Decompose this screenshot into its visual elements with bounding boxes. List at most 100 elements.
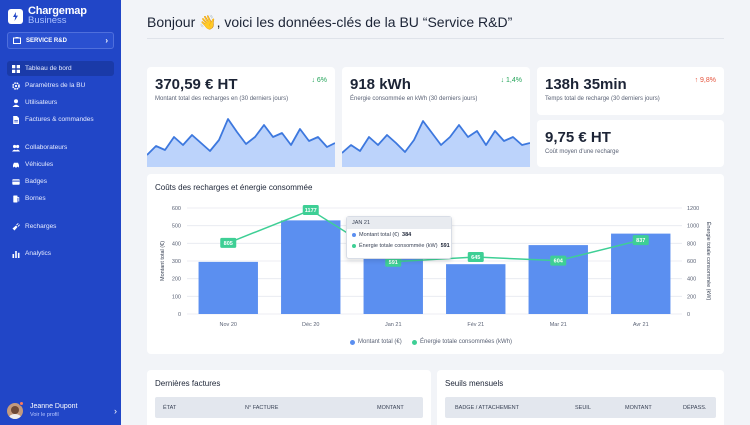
chevron-right-icon: › — [114, 406, 117, 416]
column-header[interactable]: MONTANT — [625, 405, 652, 411]
kpi-label: Montant total des recharges en (30 derni… — [155, 96, 289, 102]
nav-item-bu-settings[interactable]: Paramètres de la BU — [7, 78, 114, 93]
bu-selector[interactable]: SERVICE R&D › — [7, 32, 114, 49]
tooltip-label: Montant total (€) — [359, 231, 400, 238]
column-header[interactable]: N° FACTURE — [245, 405, 279, 411]
nav-item-users[interactable]: Utilisateurs — [7, 95, 114, 110]
column-header[interactable]: DÉPASS. — [683, 405, 707, 411]
kpi-card-energy: 918 kWh Énergie consommée en kWh (30 der… — [342, 67, 530, 167]
y2-tick-label: 400 — [687, 277, 696, 283]
series-dot — [352, 232, 356, 237]
logo-name: Chargemap — [28, 5, 87, 17]
data-label: 805 — [224, 241, 233, 247]
data-label: 1177 — [305, 208, 317, 214]
y-tick-label: 300 — [172, 259, 181, 265]
chevron-right-icon: › — [105, 36, 108, 45]
bar — [198, 261, 258, 314]
nav-item-label: Utilisateurs — [25, 99, 58, 106]
kpi-value: 138h 35min — [545, 76, 627, 93]
view-profile-link[interactable]: Voir le profil — [30, 412, 59, 418]
nav-item-label: Badges — [25, 178, 48, 185]
nav-item-label: Véhicules — [25, 161, 54, 168]
tooltip-row-amount: Montant total (€) 384 — [347, 229, 451, 240]
legend-item-energy[interactable]: Énergie totale consommées (kWh) — [412, 339, 512, 345]
nav-item-badges[interactable]: Badges — [7, 174, 114, 189]
x-tick-label: Déc 20 — [302, 322, 319, 328]
sparkline-energy — [342, 120, 530, 167]
chargemap-logo[interactable]: Chargemap Business — [8, 6, 87, 26]
thresholds-title: Seuils mensuels — [445, 379, 504, 388]
nav-item-invoices[interactable]: Factures & commandes — [7, 112, 114, 127]
bar — [281, 220, 341, 314]
x-tick-label: Fév 21 — [467, 322, 484, 328]
legend-dot — [350, 339, 355, 345]
building-icon — [13, 37, 21, 44]
bar — [446, 264, 506, 314]
nav-item-analytics[interactable]: Analytics — [7, 246, 114, 261]
document-icon — [13, 115, 19, 124]
nav-item-collaborators[interactable]: Collaborateurs — [7, 140, 114, 155]
trend-indicator: ↑ 9,8% — [694, 77, 716, 84]
nav-item-chargers[interactable]: Bornes — [7, 191, 114, 206]
data-label: 837 — [636, 238, 645, 244]
y-tick-label: 200 — [172, 277, 181, 283]
user-profile[interactable]: Jeanne Dupont Voir le profil › — [7, 400, 117, 422]
data-label-bg — [385, 256, 402, 267]
bar-chart-icon — [12, 250, 20, 258]
divider — [147, 38, 724, 39]
data-label-bg — [220, 237, 237, 248]
kpi-card-charge-amount: 370,59 € HT Montant total des recharges … — [147, 67, 335, 167]
invoices-table-header: ÉTAT N° FACTURE MONTANT — [155, 397, 423, 418]
gear-icon — [12, 81, 20, 90]
tooltip-value: 591 — [440, 242, 450, 249]
nav-item-label: Tableau de bord — [25, 65, 72, 72]
column-header[interactable]: SEUIL — [575, 405, 591, 411]
nav-item-label: Collaborateurs — [25, 144, 68, 151]
badge-icon — [12, 178, 20, 185]
y2-axis-title: Énergie totale consommée (kW) — [705, 222, 712, 301]
thresholds-card: Seuils mensuels BADGE / ATTACHEMENT SEUI… — [437, 370, 724, 425]
avatar — [7, 403, 23, 419]
kpi-card-average-cost: 9,75 € HT Coût moyen d'une recharge — [537, 120, 724, 167]
kpi-value: 918 kWh — [350, 76, 411, 93]
tooltip-title: JAN 21 — [347, 217, 451, 229]
nav-item-charges[interactable]: Recharges — [7, 219, 114, 234]
y-tick-label: 500 — [172, 224, 181, 230]
y-tick-label: 600 — [172, 206, 181, 212]
column-header[interactable]: MONTANT — [377, 405, 404, 411]
kpi-value: 370,59 € HT — [155, 76, 238, 93]
y-axis-title: Montant total (€) — [160, 241, 166, 281]
data-label: 645 — [471, 255, 480, 261]
bolt-logo-icon — [8, 9, 23, 24]
nav-item-label: Paramètres de la BU — [25, 82, 86, 89]
page-title: Bonjour 👋, voici les données-clés de la … — [147, 14, 513, 30]
kpi-label: Énergie consommée en kWh (30 derniers jo… — [350, 96, 478, 102]
nav-item-vehicles[interactable]: Véhicules — [7, 157, 114, 172]
data-label-bg — [632, 235, 649, 246]
column-header[interactable]: BADGE / ATTACHEMENT — [455, 405, 519, 411]
x-tick-label: Jan 21 — [385, 322, 402, 328]
car-icon — [13, 162, 19, 168]
grid-icon — [12, 64, 20, 73]
plug-icon — [12, 222, 20, 230]
x-tick-label: Avr 21 — [633, 322, 649, 328]
legend-dot — [412, 339, 417, 345]
kpi-value: 9,75 € HT — [545, 129, 611, 146]
thresholds-table-header: BADGE / ATTACHEMENT SEUIL MONTANT DÉPASS… — [445, 397, 716, 418]
data-label-bg — [302, 205, 319, 216]
logo-subtitle: Business — [28, 15, 67, 26]
combo-chart: 0 0 100 200 200 400 300 600 400 800 500 1000 600 1200… — [160, 205, 712, 328]
y-tick-label: 400 — [172, 241, 181, 247]
legend-label: Énergie totale consommées (kWh) — [420, 339, 513, 345]
legend-item-amount[interactable]: Montant total (€) — [350, 339, 402, 345]
user-icon — [12, 98, 20, 107]
y2-tick-label: 1200 — [687, 206, 699, 212]
invoices-title: Dernières factures — [155, 379, 221, 388]
nav-item-dashboard[interactable]: Tableau de bord — [7, 61, 114, 76]
series-dot — [352, 243, 356, 248]
column-header[interactable]: ÉTAT — [163, 405, 177, 411]
y-tick-label: 0 — [178, 312, 181, 318]
users-icon — [12, 144, 20, 151]
trend-indicator: ↓ 1,4% — [500, 77, 522, 84]
nav-item-label: Recharges — [25, 223, 57, 230]
